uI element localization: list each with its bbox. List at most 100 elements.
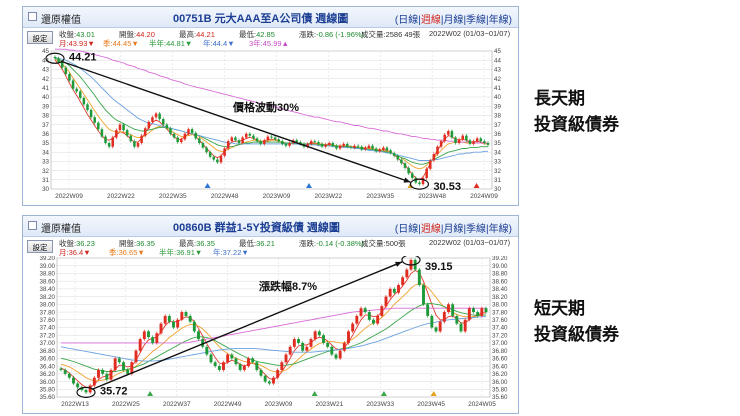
candle <box>216 157 219 164</box>
candle <box>72 376 75 386</box>
period-month[interactable]: 月線 <box>443 224 464 235</box>
low-annotation: 35.72 <box>100 385 128 397</box>
candle <box>187 127 190 136</box>
y-tick-label-left: 38.40 <box>40 286 56 293</box>
y-tick-label-left: 39.00 <box>40 263 56 270</box>
candle <box>201 337 205 349</box>
x-tick-label: 2024W09 <box>470 193 498 200</box>
close-label: 收盤: <box>59 30 77 39</box>
candle <box>107 141 111 149</box>
candle <box>122 122 125 132</box>
candle <box>147 329 150 339</box>
candle <box>284 352 288 364</box>
volume-label: 成交量: <box>361 30 386 39</box>
change-annotation: 價格波動30% <box>232 100 299 114</box>
candle <box>338 348 342 361</box>
low-ellipse <box>76 386 96 398</box>
candle <box>201 141 205 150</box>
candle <box>324 143 327 149</box>
ma-line-3年 <box>55 48 488 144</box>
candle <box>138 337 142 353</box>
settings-button[interactable]: 設定 <box>27 240 53 253</box>
period-year[interactable]: 年線 <box>488 224 509 235</box>
candle <box>372 318 375 326</box>
candle <box>230 352 234 361</box>
candle <box>371 144 374 151</box>
y-tick-label-left: 32 <box>42 168 49 175</box>
candle <box>475 136 479 143</box>
candle <box>53 55 57 60</box>
y-tick-label-left: 35.60 <box>40 394 56 401</box>
adjusted-checkbox[interactable] <box>28 221 37 230</box>
y-tick-label-left: 37.00 <box>40 340 56 347</box>
settings-button[interactable]: 設定 <box>27 31 53 44</box>
candle <box>401 275 405 287</box>
candle <box>353 144 356 150</box>
event-marker <box>311 391 318 396</box>
candle <box>92 376 96 388</box>
y-tick-label-right: 35.60 <box>492 394 508 401</box>
y-tick-label-left: 40 <box>42 94 49 101</box>
candle <box>322 333 325 345</box>
candle <box>421 176 425 186</box>
candle <box>183 132 187 141</box>
candle <box>327 141 331 147</box>
y-tick-label-left: 33 <box>42 159 49 166</box>
x-tick-label: 2023W45 <box>417 401 445 408</box>
candle <box>288 345 292 357</box>
candle <box>436 145 439 156</box>
candle <box>313 329 317 341</box>
y-tick-label-right: 42 <box>494 76 501 83</box>
y-tick-label-right: 31 <box>494 177 501 184</box>
period-week[interactable]: 週線 <box>420 15 441 26</box>
candle <box>113 356 117 372</box>
candle <box>480 306 484 318</box>
y-tick-label-right: 38.80 <box>492 271 508 278</box>
y-tick-label-left: 36.20 <box>40 371 56 378</box>
candle <box>309 337 313 349</box>
ma-halfyear: 半年:36.91▼ <box>159 248 203 257</box>
candle <box>338 144 342 151</box>
candle <box>392 287 396 295</box>
chart-panel-top: 還原權值 00751B 元大AAA至A公司債 週線圖 (日線|週線|月線|季線|… <box>22 6 519 206</box>
candle <box>443 133 446 143</box>
candle <box>414 176 418 185</box>
candle <box>213 360 217 368</box>
candle <box>347 329 350 345</box>
y-tick-label-left: 36.80 <box>40 348 56 355</box>
candle <box>385 145 389 153</box>
candle <box>147 120 151 130</box>
candle <box>330 345 334 357</box>
open-value: 44.20 <box>136 30 155 39</box>
candle <box>397 283 400 295</box>
adjusted-checkbox[interactable] <box>28 12 37 21</box>
high-annotation: 39.15 <box>425 261 453 273</box>
candle <box>111 135 114 149</box>
candle <box>335 144 338 151</box>
candle <box>176 318 180 330</box>
y-tick-label-right: 37.60 <box>492 317 508 324</box>
candle <box>59 366 63 372</box>
period-week[interactable]: 週線 <box>420 224 441 235</box>
candle <box>184 310 188 318</box>
period-quarter[interactable]: 季線 <box>466 224 487 235</box>
period-year[interactable]: 年線 <box>488 15 509 26</box>
period-quarter[interactable]: 季線 <box>466 15 487 26</box>
side-label-long: 長天期 投資級債券 <box>534 89 619 134</box>
period-range: 2022W02 (01/03~01/07) <box>429 29 511 38</box>
candle <box>438 320 442 334</box>
period-selector: (日線|週線|月線|季線|年線) <box>394 224 512 235</box>
candle <box>63 368 67 376</box>
y-tick-label-right: 34 <box>494 149 501 156</box>
period-selector: (日線|週線|月線|季線|年線) <box>394 15 512 26</box>
high-ellipse <box>45 52 65 64</box>
close-label: 收盤: <box>59 239 77 248</box>
period-day[interactable]: 日線 <box>398 224 419 235</box>
y-tick-label-left: 37.40 <box>40 325 56 332</box>
high-value: 44.21 <box>196 30 215 39</box>
candle <box>306 142 309 149</box>
period-month[interactable]: 月線 <box>443 15 464 26</box>
period-day[interactable]: 日線 <box>398 15 419 26</box>
candle <box>317 329 321 337</box>
ma-year: 年:44.4▼ <box>203 39 235 48</box>
